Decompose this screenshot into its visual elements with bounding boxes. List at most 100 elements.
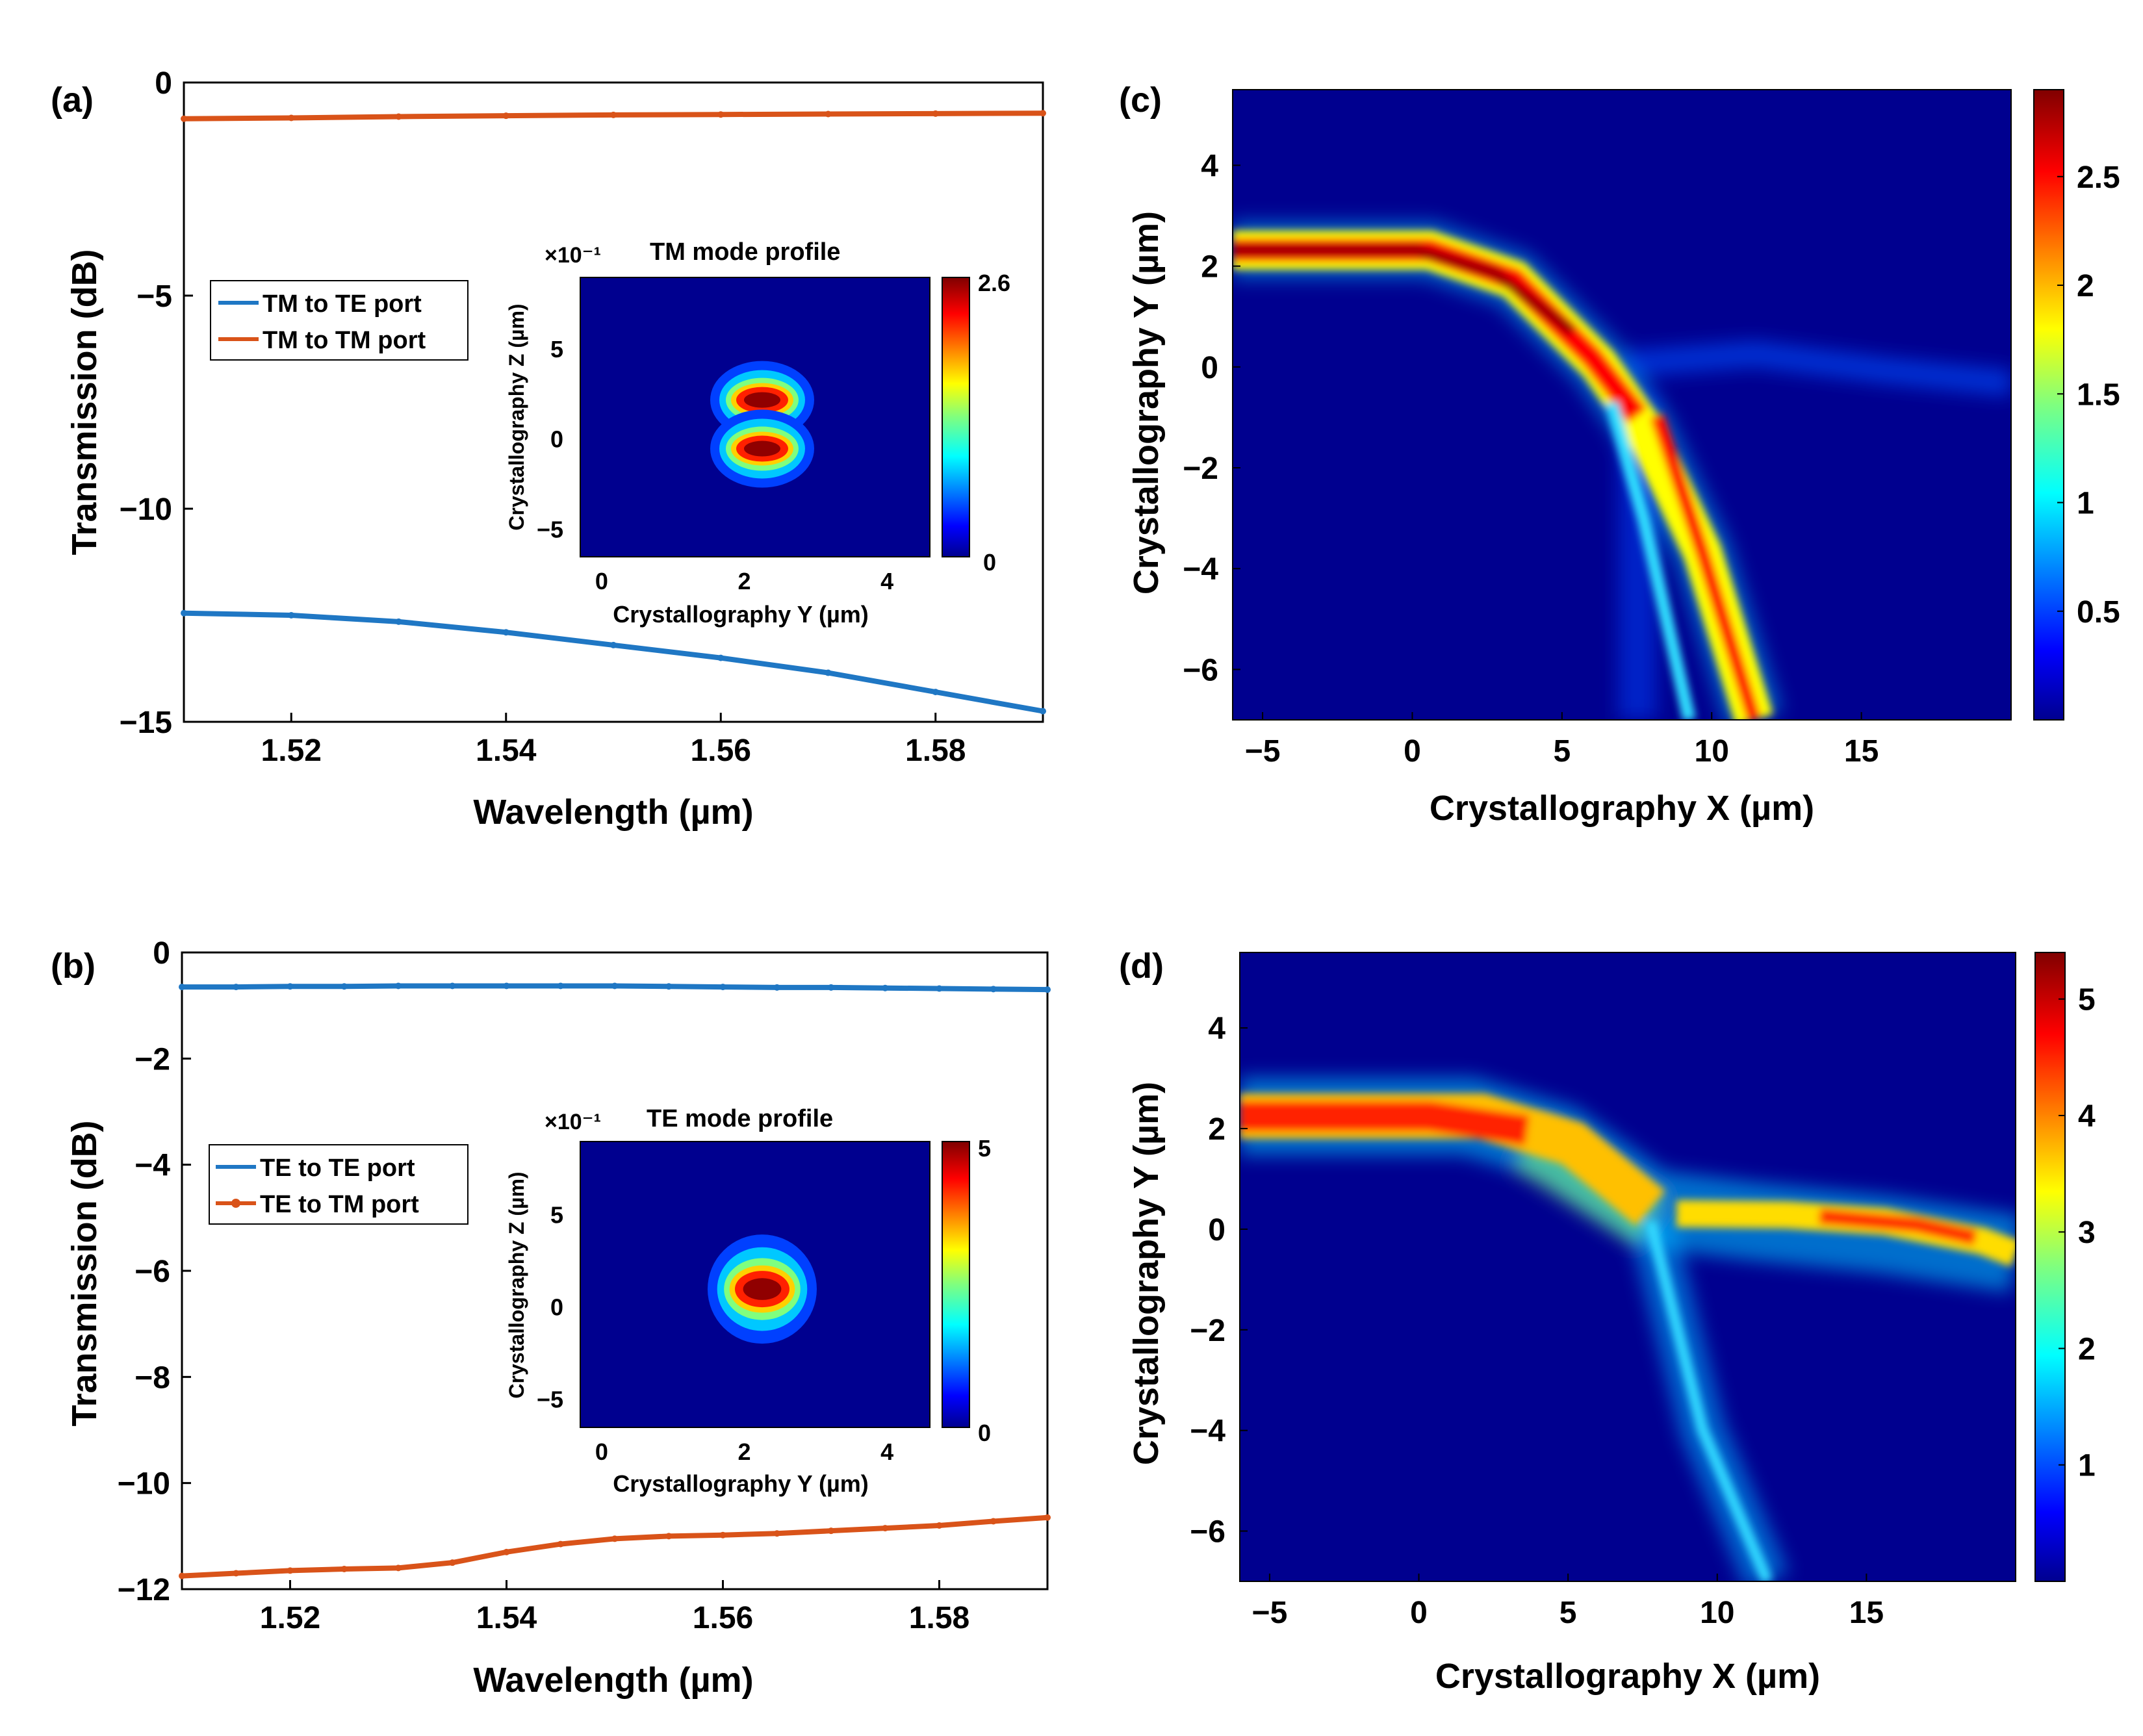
inset-a: ×10⁻¹ TM mode profile 2.6 0 0 2 4 5 0 −5 Crys… [505, 238, 1010, 628]
y-tick-label-b-4: −8 [135, 1360, 170, 1395]
inset-a-y-tick-2: −5 [537, 516, 563, 542]
cbar-label-d-3: 2 [2078, 1332, 2096, 1366]
y-tick-label-b-6: −12 [118, 1573, 170, 1607]
y-tick-label-c-0: 4 [1201, 149, 1218, 183]
data-point-b-0-7 [557, 982, 564, 989]
data-point-b-1-6 [503, 1548, 510, 1555]
data-point-a-0-3 [502, 629, 509, 636]
data-point-a-1-6 [825, 110, 832, 118]
x-tick-label-b-1: 1.54 [476, 1601, 537, 1635]
legend-a: TM to TE port TM to TM port [210, 280, 468, 361]
chart-c: −5 0 5 10 15 4 2 0 −2 −4 −6 2.5 2 1.5 1 0.5 Crystallog… [1127, 89, 2120, 828]
series-lines-b [179, 982, 1051, 1579]
data-point-a-1-4 [610, 111, 617, 118]
heatmap-c-frame [1232, 89, 2012, 721]
data-point-b-0-16 [1044, 986, 1051, 993]
data-point-b-1-10 [719, 1531, 726, 1538]
chart-a: 1.52 1.54 1.56 1.58 0 −5 −10 −15 Transmission (… [65, 66, 1046, 832]
data-point-b-0-15 [990, 986, 997, 993]
y-axis-label-a: Transmission (dB) [65, 249, 104, 555]
x-tick-label-a-1: 1.54 [476, 734, 537, 768]
colorbar-c [2033, 89, 2064, 721]
data-point-b-0-11 [773, 984, 780, 991]
inset-a-y-tick-1: 0 [550, 426, 563, 453]
heatmap-d-field [1240, 1077, 2016, 1581]
data-point-b-1-4 [395, 1564, 402, 1572]
data-point-b-1-14 [936, 1522, 943, 1529]
x-tick-label-c-1: 0 [1404, 734, 1421, 769]
x-tick-label-c-4: 15 [1844, 734, 1879, 769]
data-point-a-1-3 [502, 112, 509, 120]
inset-a-x-tick-0: 0 [595, 568, 608, 594]
inset-b: ×10⁻¹ TE mode profile 5 0 0 2 4 5 0 −5 Crysta… [505, 1105, 991, 1497]
y-tick-label-a-2: −10 [120, 492, 172, 527]
x-tick-label-b-2: 1.56 [693, 1601, 753, 1635]
field-c-core [1233, 231, 1773, 720]
y-tick-label-d-5: −6 [1190, 1515, 1225, 1550]
axis-ticks-d: −5 0 5 10 15 4 2 0 −2 −4 −6 [1190, 1012, 1884, 1630]
data-point-a-0-1 [288, 612, 295, 619]
data-point-a-0-2 [395, 618, 402, 625]
axis-ticks-a: 1.52 1.54 1.56 1.58 0 −5 −10 −15 [120, 66, 966, 768]
panel-label-b: (b) [51, 947, 96, 986]
x-tick-label-c-0: −5 [1245, 734, 1281, 769]
inset-a-cbar-max: 2.6 [978, 270, 1010, 296]
inset-a-colorbar [942, 277, 970, 557]
y-tick-label-b-0: 0 [153, 936, 170, 971]
y-tick-label-a-3: −15 [120, 706, 172, 740]
y-tick-label-c-1: 2 [1201, 250, 1218, 285]
x-tick-label-d-4: 15 [1849, 1596, 1884, 1630]
y-tick-label-c-5: −6 [1183, 653, 1218, 687]
data-point-b-1-1 [233, 1570, 240, 1577]
data-point-b-0-0 [179, 984, 185, 991]
x-tick-label-c-3: 10 [1695, 734, 1729, 769]
inset-a-xlabel: Crystallography Y (µm) [613, 601, 869, 628]
x-axis-label-c: Crystallography X (µm) [1430, 789, 1814, 828]
legend-label-b-1: TE to TM port [260, 1191, 419, 1218]
data-point-b-1-9 [665, 1533, 673, 1540]
data-point-b-1-3 [340, 1565, 348, 1572]
data-point-b-0-10 [719, 984, 726, 991]
y-tick-label-d-0: 4 [1208, 1012, 1225, 1046]
inset-b-field [707, 1234, 817, 1344]
data-point-a-1-2 [395, 113, 402, 120]
inset-a-multiplier: ×10⁻¹ [545, 243, 601, 268]
data-point-a-0-4 [610, 641, 617, 648]
data-point-b-1-15 [990, 1518, 997, 1525]
data-point-b-1-5 [449, 1559, 456, 1566]
data-point-b-0-8 [611, 982, 618, 989]
legend-label-a-0: TM to TE port [263, 290, 422, 318]
colorbar-d [2034, 952, 2066, 1582]
inset-b-xlabel: Crystallography Y (µm) [613, 1470, 869, 1497]
inset-b-x-tick-2: 4 [880, 1438, 893, 1465]
data-point-b-1-0 [179, 1572, 185, 1579]
heatmap-d-frame [1239, 952, 2016, 1582]
y-tick-label-a-1: −5 [136, 279, 172, 314]
x-tick-label-d-3: 10 [1700, 1596, 1734, 1630]
axis-ticks-b: 1.52 1.54 1.56 1.58 0 −2 −4 −6 −8 −10 −12 [118, 936, 970, 1635]
inset-b-multiplier: ×10⁻¹ [545, 1110, 601, 1134]
y-tick-label-b-3: −6 [135, 1255, 170, 1289]
chart-d: −5 0 5 10 15 4 2 0 −2 −4 −6 5 4 3 2 1 Crystallography … [1127, 952, 2096, 1696]
x-tick-label-a-3: 1.58 [905, 734, 966, 768]
inset-b-ticks: 0 2 4 5 0 −5 [537, 1202, 893, 1465]
y-axis-label-c: Crystallography Y (µm) [1127, 211, 1166, 594]
data-point-a-1-8 [1040, 110, 1046, 117]
data-point-a-1-0 [181, 115, 187, 122]
data-point-b-0-2 [287, 983, 294, 990]
x-axis-label-a: Wavelength (µm) [473, 793, 753, 832]
x-tick-label-d-1: 0 [1410, 1596, 1428, 1630]
inset-b-colorbar [942, 1141, 970, 1428]
data-point-a-0-7 [932, 689, 939, 696]
data-point-b-0-12 [828, 984, 834, 991]
y-tick-label-d-4: −4 [1190, 1414, 1225, 1449]
inset-a-cbar-min: 0 [983, 549, 996, 576]
y-tick-label-b-2: −4 [135, 1149, 170, 1183]
data-point-b-1-2 [287, 1567, 294, 1574]
cbar-label-d-0: 5 [2078, 983, 2096, 1017]
data-point-a-0-6 [825, 669, 832, 676]
data-point-b-0-3 [340, 983, 348, 990]
cbar-label-c-1: 2 [2077, 269, 2094, 303]
cbar-label-c-2: 1.5 [2077, 377, 2120, 412]
